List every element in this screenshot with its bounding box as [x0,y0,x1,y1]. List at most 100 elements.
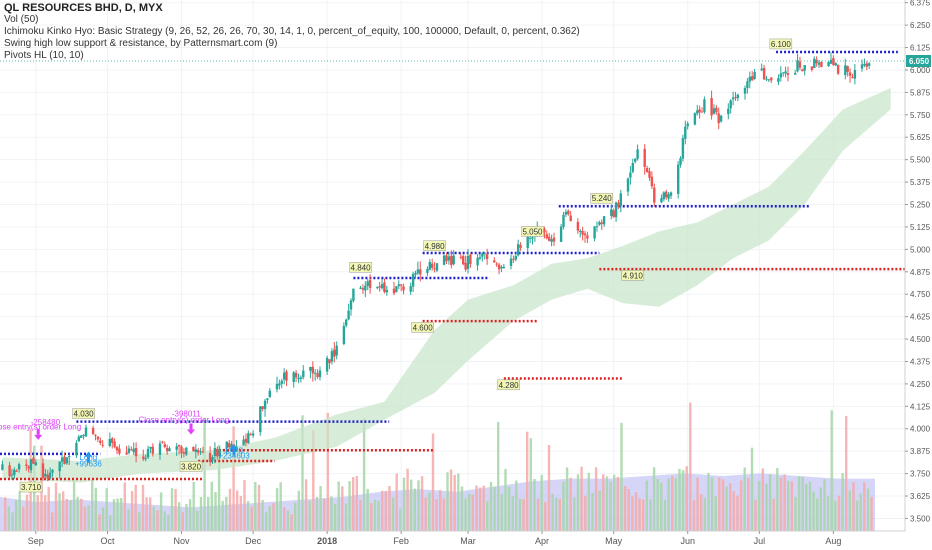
strategy-label: Close entry(s) order Long [0,423,81,432]
candle-down [519,245,522,248]
sell-arrow-icon [34,428,43,440]
candle-up [863,64,866,66]
volume-bar [174,489,177,531]
volume-bar [700,494,703,531]
candle-up [514,255,517,260]
candle-up [447,256,451,261]
candle-down [643,148,646,167]
candle-up [185,447,188,455]
candle-up [598,222,601,225]
candle-down [786,73,790,75]
volume-bar [167,515,170,531]
candle-up [853,70,857,79]
volume-bar [261,500,264,531]
candle-up [868,63,871,66]
x-tick-label: Jul [754,536,766,546]
candle-down [612,210,615,218]
candle-up [325,357,329,372]
volume-bar [678,468,681,531]
volume-bar [138,512,141,531]
legend-swing[interactable]: Swing high low support & resistance, by … [4,38,278,49]
y-tick-label: 5.250 [910,201,931,210]
candle-up [509,258,513,266]
volume-bar [555,497,558,531]
volume-bar [529,438,532,531]
volume-bar [823,479,826,531]
candle-down [228,443,231,448]
candle-down [134,448,138,457]
pivot-label: 3.710 [21,483,42,492]
volume-bar [681,470,685,531]
candle-up [442,255,446,265]
volume-bar [834,500,837,531]
legend-pivots[interactable]: Pivots HL (10, 10) [4,50,84,61]
volume-bar [123,482,126,531]
volume-bar [196,510,199,531]
candle-down [201,451,205,453]
candle-up [517,244,520,256]
volume-bar [272,503,275,531]
volume-bar [765,483,768,531]
candle-down [650,176,654,187]
candle-up [352,288,355,301]
candle-up [292,372,295,382]
volume-bar [370,503,373,531]
candle-down [400,284,403,286]
volume-bar [663,499,667,531]
volume-bar [729,483,732,531]
x-tick-label: Jun [680,536,695,546]
candle-up [602,216,606,225]
symbol-title[interactable]: QL RESOURCES BHD, D, MYX [4,2,163,14]
volume-bar [620,422,623,531]
volume-bar [518,498,522,531]
volume-bar [515,480,518,531]
candle-down [261,406,264,409]
volume-bar [507,487,511,531]
candle-down [311,366,314,374]
candle-up [426,269,429,273]
volume-bar [605,476,609,531]
candle-down [166,447,169,452]
volume-bar [453,475,456,531]
volume-bar [598,490,601,531]
volume-bar [355,476,358,531]
pivot-label-box [423,240,446,252]
candle-up [29,459,33,471]
volume-bar [493,486,496,531]
candle-up [84,427,88,437]
volume-bar [631,496,634,531]
candle-up [349,300,353,310]
candle-down [512,258,515,260]
candle-up [194,449,197,452]
volume-bar [406,468,409,531]
volume-bar [290,514,293,531]
legend-volume[interactable]: Vol (50) [4,14,39,25]
candle-down [419,269,422,275]
volume-bar [341,486,344,531]
volume-bar [841,473,844,531]
volume-bar [797,476,801,531]
volume-bar [533,478,536,531]
volume-bar [377,500,380,531]
volume-bar [446,472,449,531]
legend-ichimoku[interactable]: Ichimoku Kinko Hyo: Basic Strategy (9, 2… [4,26,580,37]
volume-bar [783,474,786,531]
volume-bar [696,477,699,531]
volume-bar [573,497,576,531]
volume-bar [265,512,268,531]
candle-up [782,72,785,74]
candle-down [96,436,100,440]
pivot-label-box [179,461,203,472]
volume-bar [540,474,543,531]
volume-bar [333,504,337,531]
volume-bar [642,499,645,531]
volume-bar [326,412,329,531]
candle-up [743,88,747,94]
candle-up [309,367,312,371]
volume-bar [428,492,431,531]
volume-bar [94,487,97,531]
y-tick-label: 6.000 [910,66,931,75]
buy-arrow-icon [84,451,93,463]
